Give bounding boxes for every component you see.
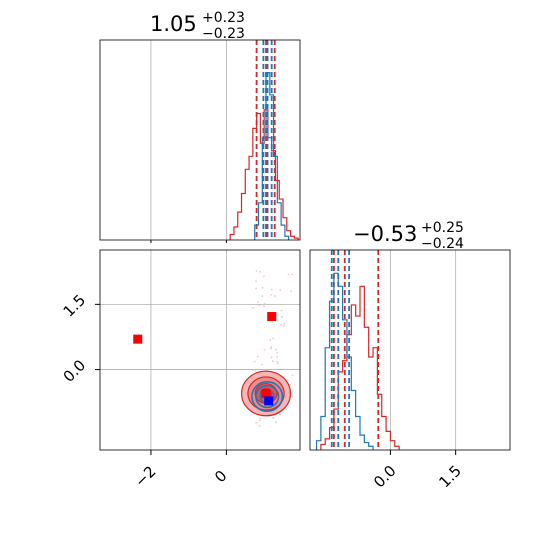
panel-marginal-x0: [99, 39, 301, 241]
sample-point-13: [291, 395, 294, 398]
sample-point-48: [270, 288, 273, 291]
sample-point-11: [290, 273, 293, 276]
hist-x1-series-0: [320, 285, 400, 450]
hist-x1-series-1: [315, 272, 374, 450]
sample-point-38: [290, 290, 293, 293]
sample-point-62: [254, 369, 257, 372]
title-0-plus: +0.23: [202, 10, 245, 26]
title-param-0: 1.05 +0.23 −0.23: [150, 10, 245, 42]
sample-point-29: [280, 323, 282, 326]
outlier-marker-0: [133, 334, 143, 344]
sample-point-3: [255, 287, 257, 290]
sample-point-28: [253, 360, 256, 363]
sample-point-12: [256, 355, 259, 358]
sample-point-5: [263, 302, 266, 305]
sample-point-30: [291, 374, 294, 377]
sample-point-58: [274, 295, 277, 297]
sample-point-32: [270, 293, 272, 296]
sample-point-36: [263, 305, 265, 307]
title-0-minus: −0.23: [202, 26, 245, 42]
frame-marginal-x0: [99, 39, 301, 241]
sample-point-53: [281, 315, 284, 318]
sample-point-43: [280, 309, 283, 312]
marker-blue: [264, 396, 274, 406]
sample-point-39: [282, 324, 285, 327]
sample-point-9: [275, 348, 277, 351]
sample-point-33: [270, 356, 273, 359]
sample-point-31: [270, 347, 272, 350]
sample-point-49: [276, 351, 279, 354]
sample-point-0: [272, 337, 275, 340]
contour-blue-level-1: [255, 384, 280, 409]
title-0-value: 1.05: [150, 12, 197, 36]
hist-x0-series-1: [254, 72, 290, 240]
sample-point-61: [263, 348, 266, 351]
sample-point-10: [259, 417, 262, 420]
tick-label-y1-0: 1.5: [60, 291, 90, 321]
panel-joint-x0-x1: [99, 249, 301, 451]
sample-point-19: [258, 304, 261, 307]
sample-point-4: [276, 360, 279, 363]
sample-point-57: [255, 421, 258, 424]
sample-point-51: [289, 383, 291, 386]
tick-label-x0-0: −2: [131, 462, 159, 490]
sample-point-24: [276, 362, 279, 365]
sample-point-46: [276, 356, 279, 358]
title-1-minus: −0.24: [421, 236, 464, 252]
title-1-plus: +0.25: [421, 220, 464, 236]
sample-point-69: [252, 306, 255, 309]
contour-blue-level-0: [251, 381, 284, 412]
sample-point-60: [272, 417, 275, 419]
panel-marginal-x1: [309, 249, 511, 451]
hist-x0-series-0: [229, 109, 299, 240]
sample-point-14: [269, 339, 272, 341]
marker-red: [261, 388, 271, 398]
tick-label-x0-1: 0: [211, 467, 230, 486]
sample-point-65: [258, 425, 261, 427]
tick-label-x1-1: 1.5: [435, 462, 465, 492]
sample-point-16: [259, 270, 261, 273]
sample-point-56: [258, 419, 261, 422]
sample-point-40: [274, 421, 277, 424]
frame-joint: [99, 249, 301, 451]
sample-point-68: [271, 360, 274, 363]
title-1-value: −0.53: [353, 222, 417, 246]
sample-point-22: [261, 286, 264, 289]
sample-point-2: [270, 345, 273, 348]
title-param-1: −0.53 +0.25 −0.24: [353, 220, 464, 252]
sample-point-54: [279, 289, 282, 291]
sample-point-21: [255, 280, 258, 283]
sample-point-47: [255, 270, 258, 272]
frame-marginal-x1: [309, 249, 511, 451]
sample-point-42: [260, 363, 263, 366]
sample-point-6: [279, 413, 282, 416]
sample-point-55: [261, 295, 264, 297]
sample-point-45: [252, 368, 255, 371]
axis-ticks: −2 0 1.5 0.0 0.0 1.5: [60, 240, 465, 491]
tick-label-x1-0: 0.0: [370, 462, 400, 492]
sample-point-50: [257, 301, 259, 303]
sample-point-44: [263, 275, 265, 278]
outlier-marker-1: [267, 312, 277, 322]
sample-point-37: [287, 273, 290, 276]
tick-label-y1-1: 0.0: [60, 356, 90, 386]
sample-point-25: [283, 323, 286, 325]
